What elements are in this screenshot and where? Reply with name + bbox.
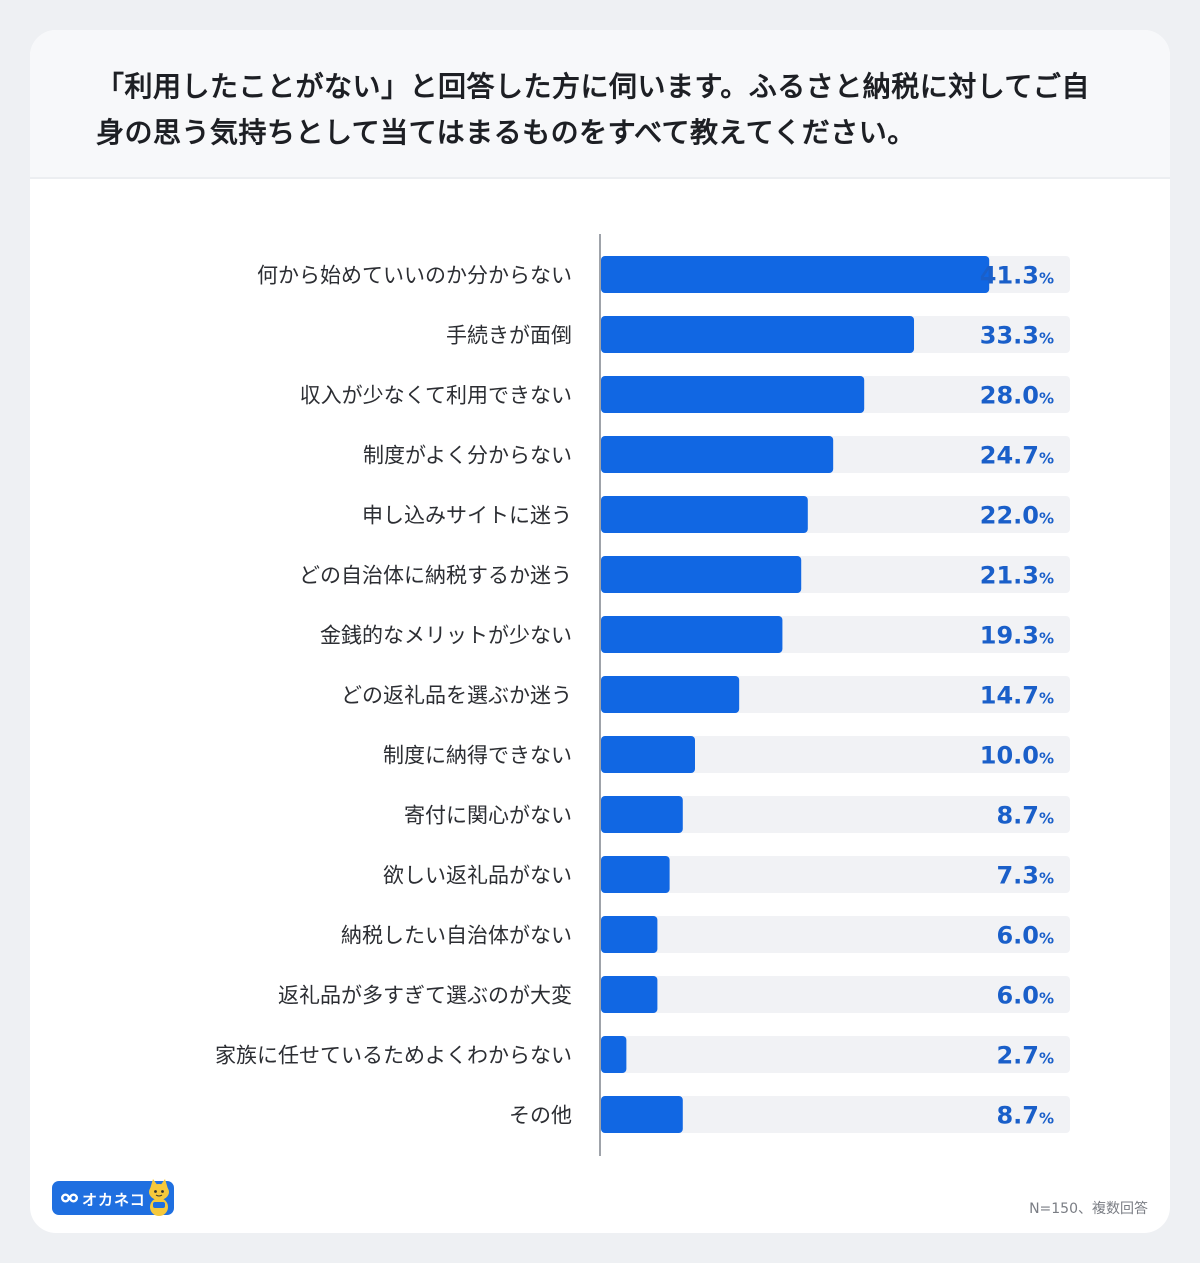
- bar: [601, 316, 915, 353]
- logo-text: オカネコ: [82, 1191, 146, 1209]
- value-number: 21.3: [980, 562, 1039, 590]
- bar: [601, 736, 695, 773]
- bar: [601, 1036, 627, 1073]
- bar-chart: 何から始めていいのか分からない 41.3% 手続きが面倒 33.3% 収入が少なくて利用…: [215, 234, 1070, 1156]
- value-unit: %: [1039, 810, 1054, 828]
- bar: [601, 976, 658, 1013]
- title-header: 「利用したことがない」と回答した方に伺います。ふるさと納税に対してご自身の思う気…: [30, 30, 1170, 179]
- bar: [601, 676, 740, 713]
- value-label: 6.0%: [996, 982, 1054, 1010]
- category-label: 返礼品が多すぎて選ぶのが大変: [278, 984, 572, 1008]
- value-unit: %: [1039, 1110, 1054, 1128]
- value-number: 10.0: [980, 742, 1039, 770]
- value-unit: %: [1039, 270, 1054, 288]
- category-label: 収入が少なくて利用できない: [300, 384, 572, 408]
- value-label: 24.7%: [980, 442, 1054, 470]
- category-label: 手続きが面倒: [446, 324, 572, 348]
- value-label: 14.7%: [980, 682, 1054, 710]
- value-unit: %: [1039, 570, 1054, 588]
- value-number: 19.3: [980, 622, 1039, 650]
- value-unit: %: [1039, 390, 1054, 408]
- value-number: 24.7: [980, 442, 1039, 470]
- value-unit: %: [1039, 510, 1054, 528]
- value-number: 22.0: [980, 502, 1039, 530]
- value-label: 7.3%: [996, 862, 1054, 890]
- sample-note: N=150、複数回答: [1029, 1201, 1148, 1217]
- value-unit: %: [1039, 930, 1054, 948]
- value-number: 6.0: [996, 982, 1039, 1010]
- value-unit: %: [1039, 450, 1054, 468]
- value-label: 33.3%: [980, 322, 1054, 350]
- value-unit: %: [1039, 750, 1054, 768]
- value-label: 6.0%: [996, 922, 1054, 950]
- value-number: 8.7: [996, 802, 1039, 830]
- category-label: 制度がよく分からない: [363, 444, 572, 468]
- value-label: 8.7%: [996, 802, 1054, 830]
- value-label: 10.0%: [980, 742, 1054, 770]
- bar: [601, 616, 783, 653]
- question-title: 「利用したことがない」と回答した方に伺います。ふるさと納税に対してご自身の思う気…: [96, 70, 1090, 149]
- bar-track: [601, 916, 1070, 953]
- infinity-icon: [61, 1193, 78, 1203]
- value-label: 28.0%: [980, 382, 1054, 410]
- value-number: 2.7: [996, 1042, 1039, 1070]
- category-label: 家族に任せているためよくわからない: [215, 1044, 572, 1068]
- value-label: 21.3%: [980, 562, 1054, 590]
- value-unit: %: [1039, 630, 1054, 648]
- value-unit: %: [1039, 990, 1054, 1008]
- value-unit: %: [1039, 1050, 1054, 1068]
- category-label: 金銭的なメリットが少ない: [320, 624, 572, 648]
- bar: [601, 496, 808, 533]
- value-number: 7.3: [996, 862, 1039, 890]
- category-label: その他: [509, 1104, 572, 1128]
- survey-card: 「利用したことがない」と回答した方に伺います。ふるさと納税に対してご自身の思う気…: [30, 30, 1170, 1233]
- value-unit: %: [1039, 330, 1054, 348]
- value-number: 33.3: [980, 322, 1039, 350]
- category-label: どの自治体に納税するか迷う: [299, 564, 572, 588]
- bar-track: [601, 1096, 1070, 1133]
- bar: [601, 436, 834, 473]
- value-label: 19.3%: [980, 622, 1054, 650]
- value-number: 41.3: [980, 262, 1039, 290]
- okaneko-logo: オカネコ: [52, 1179, 174, 1216]
- cat-icon: [149, 1179, 169, 1216]
- bar: [601, 856, 670, 893]
- category-label: どの返礼品を選ぶか迷う: [341, 684, 572, 708]
- value-number: 28.0: [980, 382, 1039, 410]
- value-label: 22.0%: [980, 502, 1054, 530]
- value-number: 6.0: [996, 922, 1039, 950]
- category-label: 申し込みサイトに迷う: [362, 504, 572, 528]
- bar-track: [601, 856, 1070, 893]
- bar: [601, 916, 658, 953]
- bar-track: [601, 736, 1070, 773]
- bar: [601, 1096, 683, 1133]
- bar: [601, 256, 990, 293]
- bar: [601, 376, 865, 413]
- value-label: 8.7%: [996, 1102, 1054, 1130]
- category-label: 制度に納得できない: [383, 744, 572, 768]
- value-unit: %: [1039, 690, 1054, 708]
- bar-track: [601, 796, 1070, 833]
- category-label: 欲しい返礼品がない: [383, 864, 572, 888]
- bar-track: [601, 1036, 1070, 1073]
- category-label: 何から始めていいのか分からない: [257, 264, 572, 288]
- category-label: 寄付に関心がない: [404, 804, 572, 828]
- bar-track: [601, 976, 1070, 1013]
- value-label: 41.3%: [980, 262, 1054, 290]
- bar: [601, 556, 802, 593]
- value-number: 8.7: [996, 1102, 1039, 1130]
- value-label: 2.7%: [996, 1042, 1054, 1070]
- bar: [601, 796, 683, 833]
- value-unit: %: [1039, 870, 1054, 888]
- value-number: 14.7: [980, 682, 1039, 710]
- category-label: 納税したい自治体がない: [341, 924, 572, 948]
